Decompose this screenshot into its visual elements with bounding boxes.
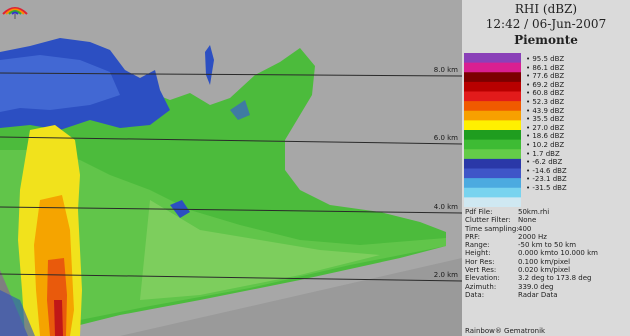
info-row: Data: Radar Data — [465, 291, 630, 299]
altitude-label-8km: 8.0 km — [433, 66, 458, 74]
info-key: Vert Res: — [465, 266, 497, 275]
altitude-label-2km: 2.0 km — [433, 271, 458, 279]
rhi-plot: 8.0 km 6.0 km 4.0 km 2.0 km — [0, 0, 462, 336]
scan-info-table: Pdf File: 50km.rhi Clutter Filter: None Time… — [465, 208, 630, 299]
scale-swatch — [464, 130, 521, 141]
dbz-label: • -6.2 dBZ — [526, 158, 563, 167]
dbz-label: • 1.7 dBZ — [526, 149, 560, 158]
scale-swatch — [464, 197, 521, 207]
info-key: Elevation: — [465, 274, 500, 283]
info-key: Time sampling: — [465, 224, 519, 233]
dbz-label: • 86.1 dBZ — [526, 63, 565, 72]
info-row: Pdf File: 50km.rhi — [465, 208, 630, 216]
dbz-label: • 18.6 dBZ — [526, 132, 565, 141]
dbz-label: • -14.6 dBZ — [526, 166, 567, 175]
brand-text: Rainbow® Gematronik — [465, 327, 546, 335]
dbz-label: • 35.5 dBZ — [526, 115, 565, 124]
info-value: -50 km to 50 km — [518, 241, 577, 250]
info-value: 400 — [518, 224, 532, 233]
info-row: Azimuth: 339.0 deg — [465, 283, 630, 291]
info-key: Height: — [465, 249, 491, 258]
scale-swatch — [464, 72, 521, 83]
scale-swatch — [464, 168, 521, 179]
info-key: Azimuth: — [465, 282, 497, 291]
dbz-label: • 95.5 dBZ — [526, 55, 565, 63]
dbz-color-scale — [464, 53, 521, 207]
info-key: Data: — [465, 290, 485, 299]
dbz-scale-labels: • 95.5 dBZ • 86.1 dBZ • 77.6 dBZ • 69.2 dBZ… — [526, 55, 567, 193]
info-value: 2000 Hz — [518, 232, 547, 241]
dbz-label: • 60.8 dBZ — [526, 89, 565, 98]
dbz-label: • 69.2 dBZ — [526, 80, 565, 89]
scale-swatch — [464, 91, 521, 102]
dbz-label: • 52.3 dBZ — [526, 97, 565, 106]
scale-swatch — [464, 120, 521, 131]
gematronik-logo-icon — [2, 7, 28, 19]
scale-swatch — [464, 53, 521, 64]
scale-swatch — [464, 149, 521, 160]
altitude-label-6km: 6.0 km — [433, 134, 458, 142]
info-row: Clutter Filter: None — [465, 216, 630, 224]
info-row: Range: -50 km to 50 km — [465, 241, 630, 249]
info-value: 339.0 deg — [518, 282, 554, 291]
scale-swatch — [464, 81, 521, 93]
info-row: Vert Res: 0.020 km/pixel — [465, 266, 630, 274]
dbz-label: • -23.1 dBZ — [526, 175, 567, 184]
info-key: Range: — [465, 241, 490, 250]
info-value: Radar Data — [518, 290, 558, 299]
dbz-label: • 43.9 dBZ — [526, 106, 565, 115]
altitude-label-4km: 4.0 km — [433, 203, 458, 211]
product-title: RHI (dBZ) — [514, 2, 578, 16]
info-key: Hor Res: — [465, 257, 495, 266]
radar-site: Piemonte — [514, 33, 578, 47]
dbz-label: • 77.6 dBZ — [526, 72, 565, 81]
info-value: 50km.rhi — [518, 208, 550, 216]
info-key: PRF: — [465, 232, 480, 241]
info-row: PRF: 2000 Hz — [465, 233, 630, 241]
scale-swatch — [464, 101, 521, 112]
reflectivity-image — [0, 38, 462, 336]
info-key: Pdf File: — [465, 208, 493, 216]
info-value: 0.000 kmto 10.000 km — [518, 249, 598, 258]
info-value: None — [518, 216, 537, 225]
info-value: 3.2 deg to 173.8 deg — [518, 274, 592, 283]
scan-datetime: 12:42 / 06-Jun-2007 — [485, 17, 607, 31]
scale-swatch — [464, 187, 521, 198]
info-row: Height: 0.000 kmto 10.000 km — [465, 249, 630, 257]
info-key: Clutter Filter: — [465, 216, 511, 225]
info-row: Elevation: 3.2 deg to 173.8 deg — [465, 274, 630, 282]
scale-swatch — [464, 139, 521, 150]
scale-swatch — [464, 110, 521, 121]
info-row: Hor Res: 0.100 km/pixel — [465, 258, 630, 266]
info-value: 0.020 km/pixel — [518, 266, 571, 275]
scale-swatch — [464, 158, 521, 170]
dbz-label: • 27.0 dBZ — [526, 123, 565, 132]
info-value: 0.100 km/pixel — [518, 257, 571, 266]
info-row: Time sampling: 400 — [465, 225, 630, 233]
dbz-label: • 10.2 dBZ — [526, 140, 565, 149]
legend-panel: RHI (dBZ) 12:42 / 06-Jun-2007 Piemonte •… — [462, 0, 630, 336]
scale-swatch — [464, 178, 521, 189]
scale-swatch — [464, 62, 521, 73]
dbz-label: • -31.5 dBZ — [526, 183, 567, 192]
